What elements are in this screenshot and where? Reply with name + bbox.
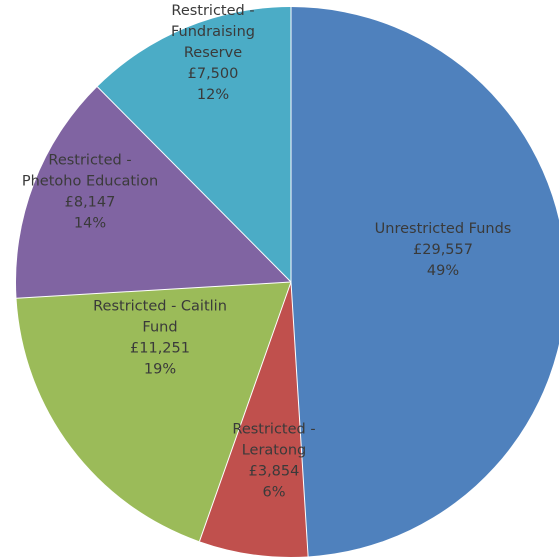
- slice-label-line: £11,251: [130, 341, 190, 357]
- slice-label-line: 14%: [74, 216, 106, 232]
- slice-label-line: 49%: [427, 263, 459, 279]
- slice-label-line: 6%: [262, 485, 285, 501]
- pie-labels: Unrestricted Funds £29,557 49% Restricted -…: [22, 3, 511, 501]
- pie-slice-1: [199, 282, 309, 558]
- slice-label-line: £29,557: [413, 242, 473, 258]
- slice-label-line: Restricted -: [232, 422, 315, 438]
- slice-label-0: Unrestricted Funds £29,557 49%: [375, 221, 512, 279]
- slice-label-line: 12%: [197, 87, 229, 103]
- slice-label-line: Restricted - Caitlin: [93, 299, 227, 315]
- slice-label-line: Fundraising: [171, 24, 255, 40]
- slice-divider: [16, 281, 292, 299]
- slice-label-line: £7,500: [188, 66, 239, 82]
- slice-label-1: Restricted - Leratong £3,854 6%: [232, 422, 315, 501]
- slice-label-line: Phetoho Education: [22, 174, 158, 190]
- slice-label-line: Fund: [142, 320, 177, 336]
- slice-divider: [199, 281, 292, 542]
- slice-label-line: Leratong: [242, 443, 307, 459]
- pie-slice-3: [15, 86, 292, 299]
- slice-label-2: Restricted - Caitlin Fund £11,251 19%: [93, 299, 227, 378]
- slice-label-line: Restricted -: [48, 153, 131, 169]
- slice-label-4: Restricted - Fundraising Reserve £7,500 12%: [171, 3, 255, 103]
- slice-label-line: Reserve: [184, 45, 242, 61]
- pie-slice-2: [16, 282, 291, 542]
- slice-label-line: £3,854: [249, 464, 300, 480]
- pie-slices: [15, 6, 559, 558]
- slice-label-line: Restricted -: [171, 3, 254, 19]
- pie-slice-4: [97, 6, 291, 282]
- slice-label-3: Restricted - Phetoho Education £8,147 14%: [22, 153, 158, 232]
- slice-label-line: Unrestricted Funds: [375, 221, 512, 237]
- slice-label-line: £8,147: [65, 195, 116, 211]
- pie-slice-0: [291, 7, 559, 557]
- slice-label-line: 19%: [144, 362, 176, 378]
- slice-divider: [290, 281, 309, 557]
- slice-divider: [96, 86, 292, 283]
